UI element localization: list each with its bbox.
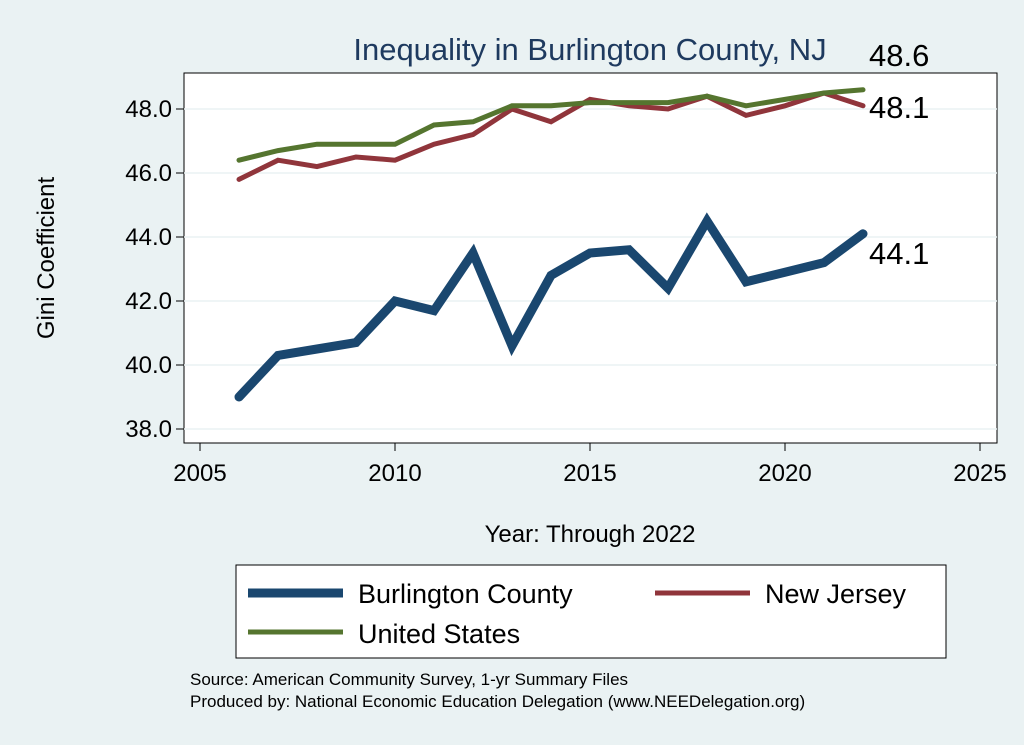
x-tick-label: 2010	[368, 460, 421, 487]
end-label-new-jersey: 48.1	[869, 90, 929, 125]
end-label-united-states: 48.6	[869, 38, 929, 73]
series-line-united-states	[236, 87, 866, 163]
x-tick-label: 2020	[758, 460, 811, 487]
legend-box	[235, 564, 947, 659]
y-tick-label: 44.0	[125, 224, 172, 251]
legend-label-burlington: Burlington County	[358, 579, 573, 609]
x-tick-label: 2015	[563, 460, 616, 487]
end-label-burlington-county: 44.1	[869, 236, 929, 271]
y-tick-label: 40.0	[125, 352, 172, 379]
y-tick-label: 42.0	[125, 288, 172, 315]
chart-title: Inequality in Burlington County, NJ	[353, 32, 826, 67]
gridlines	[184, 108, 997, 430]
series-lines	[234, 87, 868, 402]
x-axis-title: Year: Through 2022	[485, 521, 696, 548]
produced-by-note: Produced by: National Economic Education…	[190, 692, 805, 711]
series-line-burlington-county	[234, 212, 868, 402]
legend-label-new-jersey: New Jersey	[765, 579, 907, 609]
y-tick-label: 48.0	[125, 96, 172, 123]
end-labels: 44.1 48.1 48.6	[869, 38, 929, 271]
legend-label-united-states: United States	[358, 619, 520, 649]
y-tick-label: 46.0	[125, 160, 172, 187]
x-tick-label: 2025	[953, 460, 1006, 487]
axes: 38.0 40.0 42.0 44.0 46.0 48.0 2005 2010 2015 2020…	[125, 96, 1006, 487]
y-tick-label: 38.0	[125, 416, 172, 443]
legend: Burlington County New Jersey United Stat…	[235, 564, 947, 659]
plot-area	[183, 72, 998, 444]
y-axis-title: Gini Coefficient	[33, 177, 60, 340]
source-note: Source: American Community Survey, 1-yr …	[190, 670, 628, 689]
series-line-new-jersey	[236, 90, 866, 182]
x-tick-label: 2005	[173, 460, 226, 487]
